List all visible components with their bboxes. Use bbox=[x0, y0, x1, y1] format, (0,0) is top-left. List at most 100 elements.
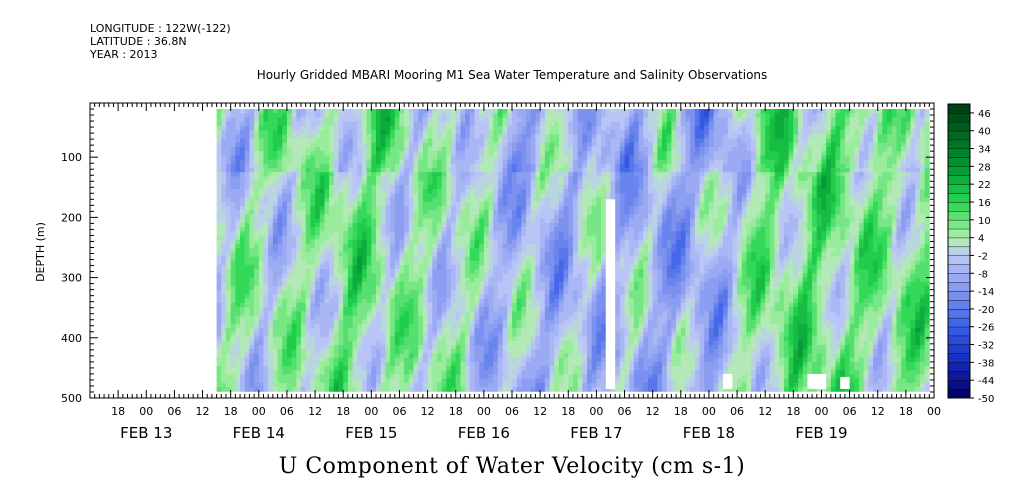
heatmap-cell bbox=[376, 231, 382, 236]
heatmap-cell bbox=[493, 151, 499, 156]
heatmap-cell bbox=[385, 205, 391, 211]
heatmap-cell bbox=[451, 323, 457, 329]
heatmap-cell bbox=[277, 163, 283, 169]
heatmap-cell bbox=[427, 307, 433, 312]
heatmap-cell bbox=[305, 277, 311, 283]
heatmap-cell bbox=[516, 260, 522, 266]
heatmap-cell bbox=[338, 353, 344, 359]
heatmap-cell bbox=[460, 189, 466, 194]
heatmap-cell bbox=[357, 231, 363, 236]
heatmap-cell bbox=[380, 281, 386, 287]
heatmap-cell bbox=[488, 201, 494, 207]
heatmap-cell bbox=[221, 298, 227, 304]
heatmap-cell bbox=[418, 189, 424, 194]
heatmap-cell bbox=[221, 117, 227, 123]
heatmap-cell bbox=[441, 121, 447, 127]
heatmap-cell bbox=[549, 307, 555, 312]
heatmap-cell bbox=[474, 357, 480, 363]
heatmap-cell bbox=[451, 214, 457, 219]
heatmap-cell bbox=[408, 256, 414, 262]
heatmap-cell bbox=[455, 277, 461, 283]
heatmap-cell bbox=[441, 273, 447, 278]
heatmap-cell bbox=[357, 184, 363, 190]
heatmap-cell bbox=[493, 155, 499, 160]
heatmap-cell bbox=[404, 340, 410, 346]
heatmap-cell bbox=[286, 273, 293, 278]
heatmap-cell bbox=[413, 319, 419, 325]
heatmap-cell bbox=[310, 264, 316, 270]
heatmap-cell bbox=[249, 374, 255, 380]
heatmap-cell bbox=[479, 248, 485, 253]
heatmap-cell bbox=[240, 134, 246, 139]
heatmap-cell bbox=[544, 307, 550, 312]
heatmap-cell bbox=[333, 382, 339, 388]
heatmap-cell bbox=[436, 176, 443, 182]
heatmap-cell bbox=[497, 142, 504, 148]
heatmap-cell bbox=[296, 218, 302, 224]
heatmap-cell bbox=[305, 281, 311, 287]
heatmap-cell bbox=[535, 361, 541, 367]
heatmap-cell bbox=[394, 214, 400, 219]
heatmap-cell bbox=[497, 146, 504, 152]
heatmap-cell bbox=[376, 315, 382, 321]
heatmap-cell bbox=[497, 109, 504, 114]
heatmap-cell bbox=[272, 184, 278, 190]
heatmap-cell bbox=[507, 277, 513, 283]
heatmap-cell bbox=[460, 290, 466, 295]
heatmap-cell bbox=[394, 180, 400, 186]
heatmap-cell bbox=[263, 172, 269, 177]
heatmap-cell bbox=[291, 138, 297, 144]
heatmap-cell bbox=[343, 117, 349, 123]
heatmap-cell bbox=[483, 248, 489, 253]
heatmap-cell bbox=[563, 125, 569, 131]
heatmap-cell bbox=[483, 172, 489, 177]
heatmap-cell bbox=[254, 357, 260, 363]
heatmap-cell bbox=[526, 302, 532, 308]
heatmap-cell bbox=[230, 387, 236, 392]
heatmap-cell bbox=[380, 146, 386, 152]
heatmap-cell bbox=[479, 311, 485, 316]
heatmap-cell bbox=[544, 294, 550, 300]
heatmap-cell bbox=[474, 311, 480, 316]
heatmap-cell bbox=[441, 302, 447, 308]
heatmap-cell bbox=[258, 117, 264, 123]
heatmap-cell bbox=[357, 294, 363, 300]
heatmap-cell bbox=[418, 180, 424, 186]
heatmap-cell bbox=[347, 281, 353, 287]
heatmap-cell bbox=[507, 323, 513, 329]
heatmap-cell bbox=[371, 189, 377, 194]
heatmap-cell bbox=[277, 248, 283, 253]
heatmap-cell bbox=[544, 311, 550, 316]
heatmap-cell bbox=[521, 387, 527, 392]
heatmap-cell bbox=[530, 205, 536, 211]
heatmap-cell bbox=[272, 239, 278, 245]
heatmap-cell bbox=[451, 134, 457, 139]
heatmap-cell bbox=[427, 349, 433, 354]
heatmap-cell bbox=[240, 205, 246, 211]
heatmap-cell bbox=[413, 239, 419, 245]
heatmap-cell bbox=[516, 197, 522, 203]
heatmap-cell bbox=[216, 252, 222, 257]
heatmap-cell bbox=[427, 210, 433, 215]
heatmap-cell bbox=[413, 357, 419, 363]
heatmap-cell bbox=[469, 125, 475, 131]
heatmap-cell bbox=[333, 189, 339, 194]
heatmap-cell bbox=[272, 353, 278, 359]
heatmap-cell bbox=[558, 159, 564, 165]
heatmap-cell bbox=[474, 328, 480, 333]
heatmap-cell bbox=[240, 235, 246, 241]
heatmap-cell bbox=[333, 227, 339, 232]
heatmap-cell bbox=[366, 138, 372, 144]
heatmap-cell bbox=[310, 361, 316, 367]
heatmap-cell bbox=[455, 109, 461, 114]
heatmap-cell bbox=[413, 315, 419, 321]
heatmap-cell bbox=[240, 125, 246, 131]
heatmap-cell bbox=[286, 353, 293, 359]
heatmap-cell bbox=[404, 286, 410, 291]
heatmap-cell bbox=[333, 256, 339, 262]
heatmap-cell bbox=[549, 235, 555, 241]
heatmap-cell bbox=[502, 239, 508, 245]
heatmap-cell bbox=[483, 184, 489, 190]
heatmap-cell bbox=[338, 172, 344, 177]
heatmap-cell bbox=[441, 307, 447, 312]
